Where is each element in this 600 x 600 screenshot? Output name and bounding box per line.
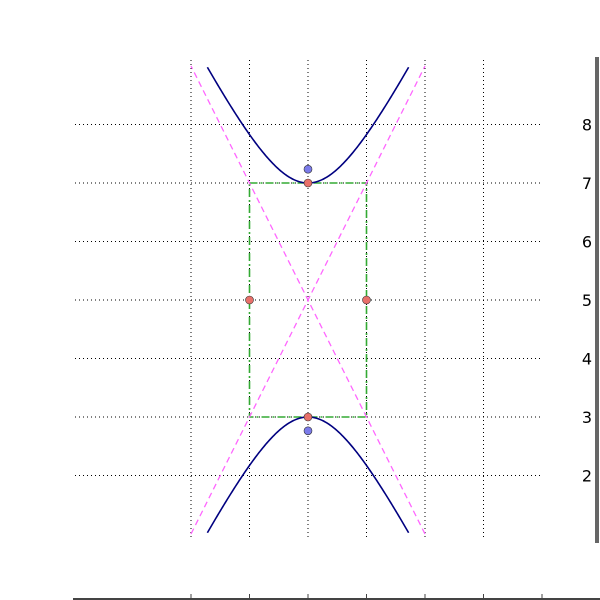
y-tick-label: 8 <box>582 116 592 135</box>
vertex-point <box>245 295 254 305</box>
vertex-point <box>303 412 313 422</box>
axes <box>73 57 600 600</box>
y-tick-label: 2 <box>582 467 592 486</box>
asymptote-line-2 <box>190 65 426 535</box>
focus-point <box>303 164 313 174</box>
y-tick-label: 5 <box>582 291 592 310</box>
vertex-point <box>362 295 371 305</box>
y-tick-label: 3 <box>582 408 592 427</box>
y-tick-labels: 2 3 4 5 6 7 8 <box>582 116 592 486</box>
y-tick-label: 4 <box>582 350 592 369</box>
focus-point <box>303 426 313 436</box>
y-tick-label: 7 <box>582 174 592 193</box>
asymptote-lines <box>190 65 426 535</box>
y-tick-label: 6 <box>582 233 592 252</box>
vertex-point <box>303 178 313 188</box>
marked-points <box>245 164 371 436</box>
